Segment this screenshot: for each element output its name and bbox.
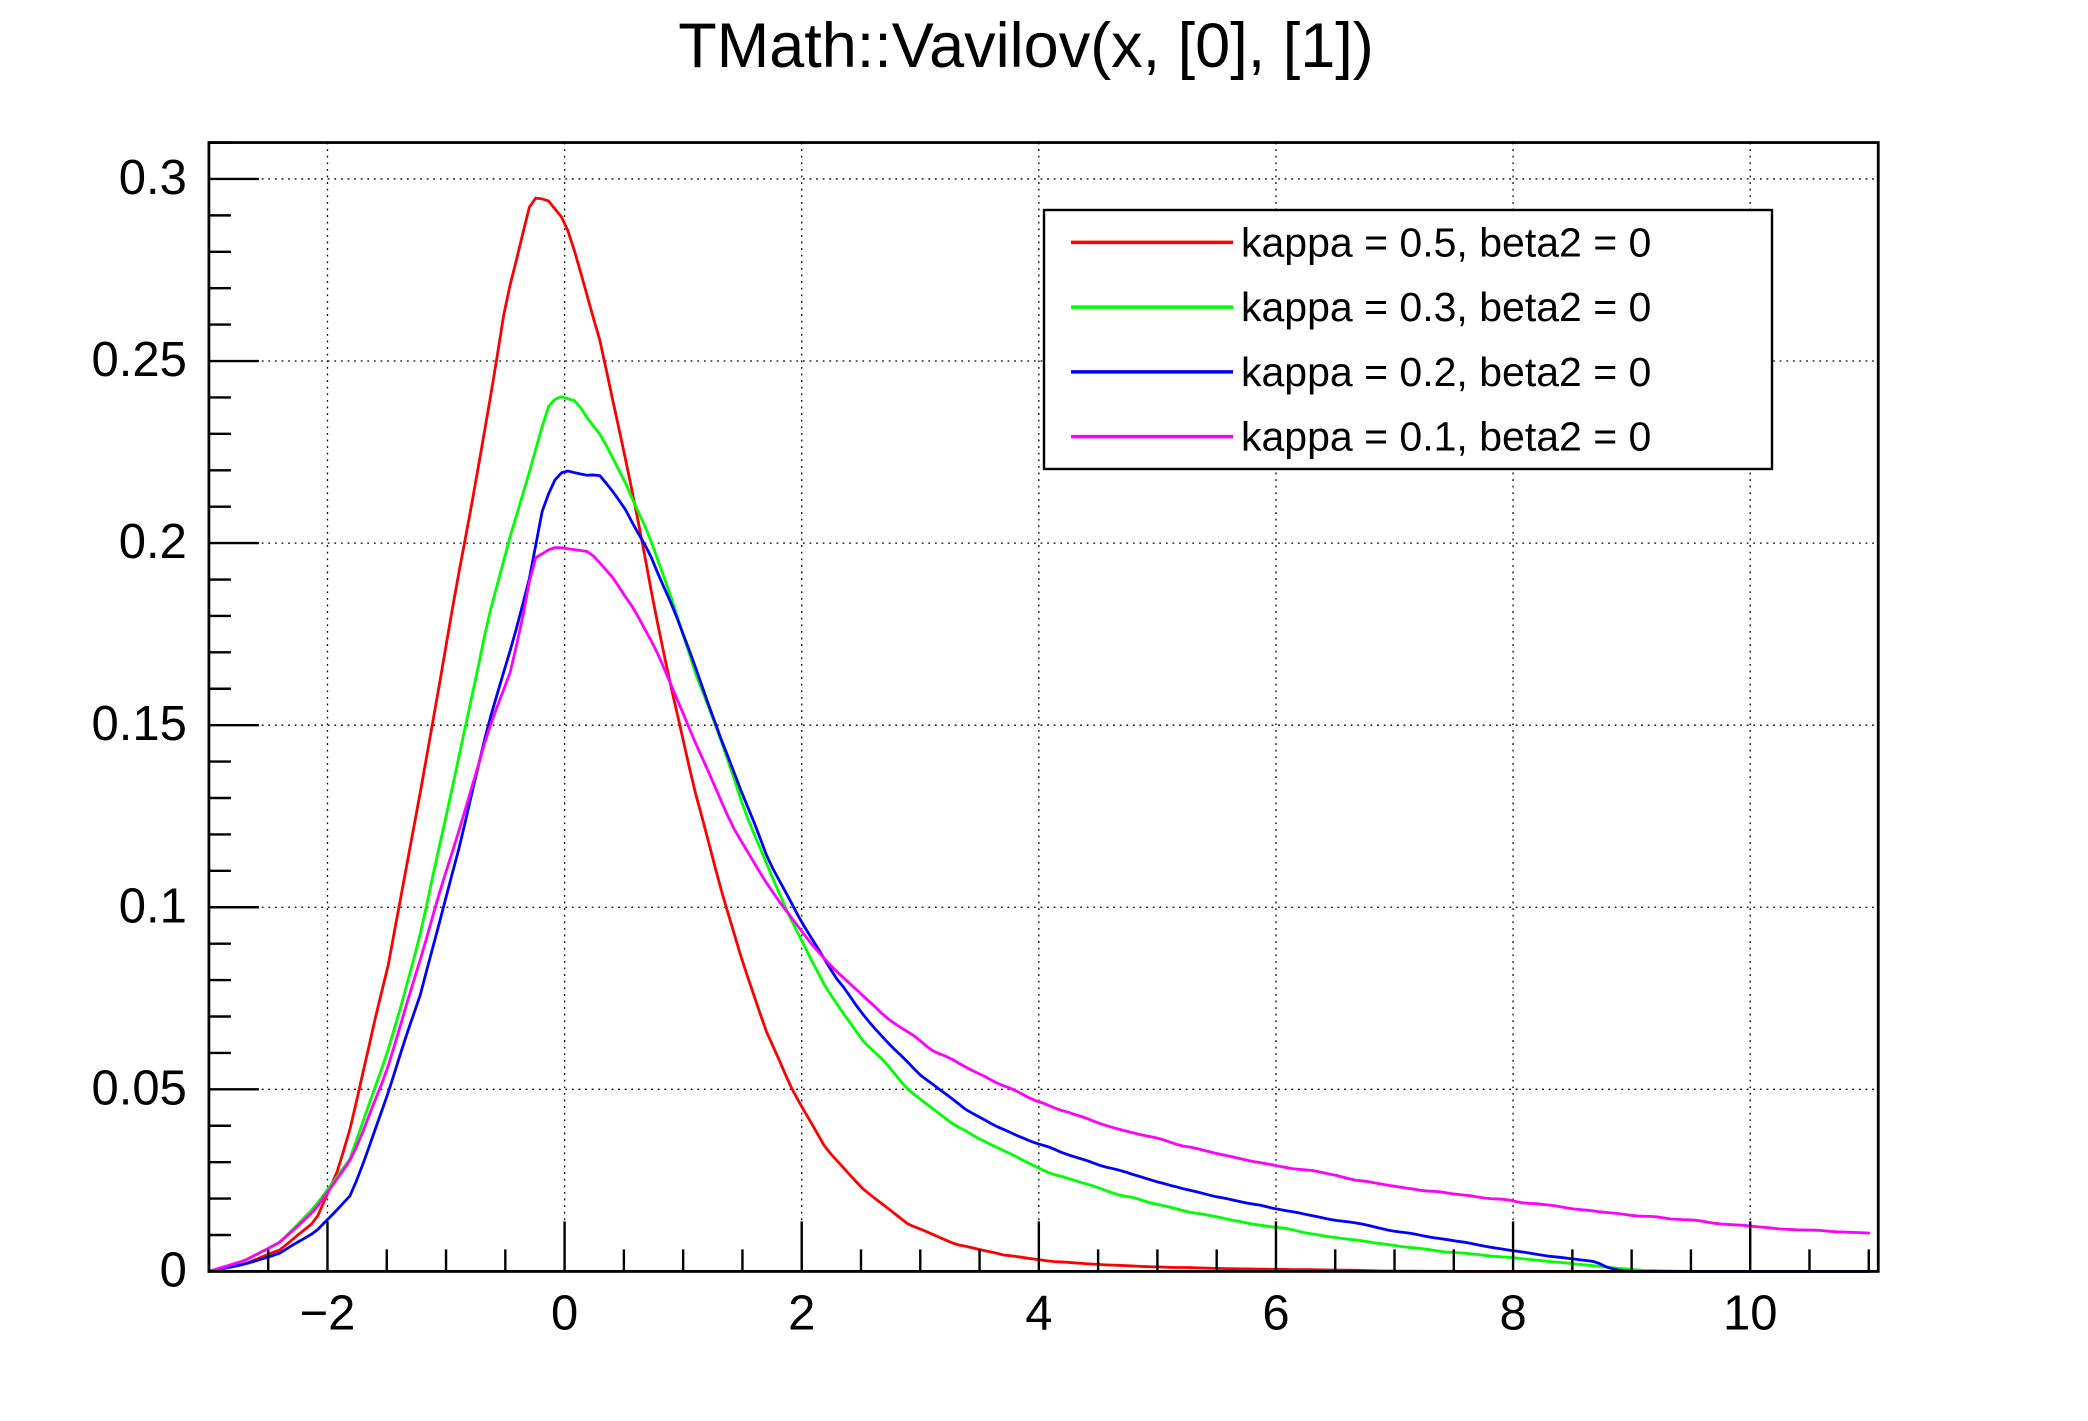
svg-text:0: 0 xyxy=(551,1286,578,1340)
svg-text:6: 6 xyxy=(1262,1286,1289,1340)
svg-text:0: 0 xyxy=(160,1243,187,1297)
svg-text:4: 4 xyxy=(1025,1286,1052,1340)
svg-text:kappa = 0.2, beta2 = 0: kappa = 0.2, beta2 = 0 xyxy=(1241,349,1651,395)
svg-text:−2: −2 xyxy=(300,1286,356,1340)
svg-text:kappa = 0.3, beta2 = 0: kappa = 0.3, beta2 = 0 xyxy=(1241,284,1651,330)
svg-text:kappa = 0.1, beta2 = 0: kappa = 0.1, beta2 = 0 xyxy=(1241,414,1651,460)
svg-text:8: 8 xyxy=(1499,1286,1526,1340)
svg-text:2: 2 xyxy=(788,1286,815,1340)
svg-text:0.1: 0.1 xyxy=(119,879,187,933)
svg-text:TMath::Vavilov(x, [0], [1]): TMath::Vavilov(x, [0], [1]) xyxy=(678,11,1374,81)
svg-text:0.3: 0.3 xyxy=(119,151,187,205)
svg-text:0.2: 0.2 xyxy=(119,515,187,569)
svg-text:0.15: 0.15 xyxy=(92,697,187,751)
svg-text:0.05: 0.05 xyxy=(92,1061,187,1115)
svg-text:10: 10 xyxy=(1723,1286,1778,1340)
svg-text:kappa = 0.5, beta2 = 0: kappa = 0.5, beta2 = 0 xyxy=(1241,219,1651,265)
svg-text:0.25: 0.25 xyxy=(92,333,187,387)
